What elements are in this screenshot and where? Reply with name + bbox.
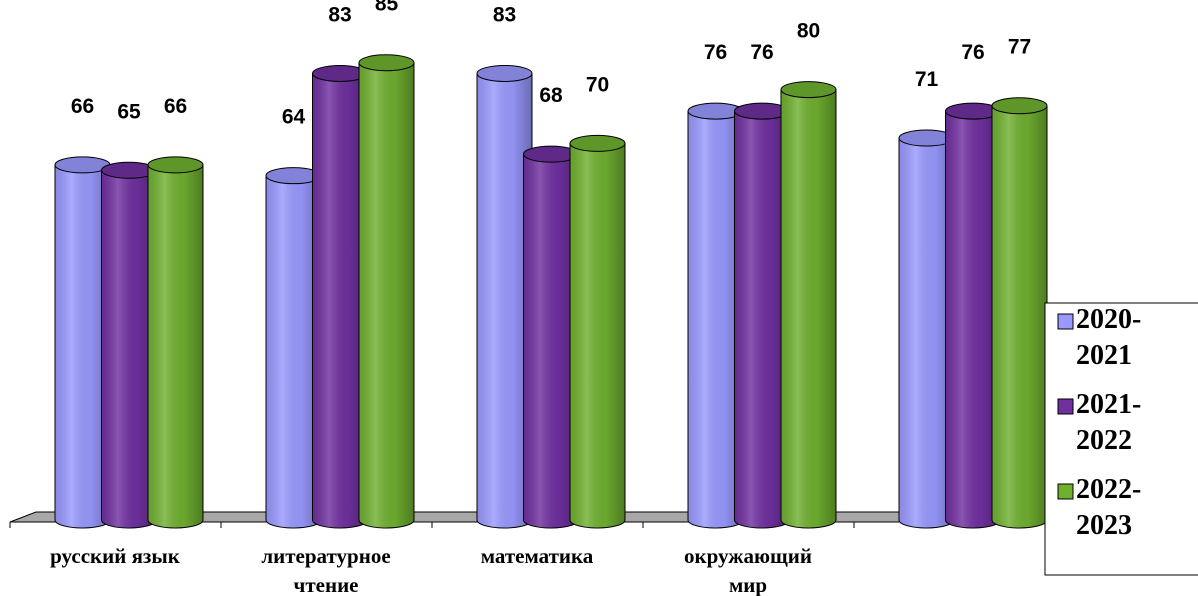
data-label: 66 (71, 95, 94, 118)
legend-label: 2020- (1076, 304, 1141, 335)
category-label: математика (481, 544, 594, 568)
data-label: 83 (328, 3, 351, 26)
data-label: 71 (915, 68, 939, 91)
data-label: 66 (164, 95, 187, 118)
bar-top (780, 81, 837, 99)
bar-top (147, 156, 204, 174)
bar (476, 64, 533, 529)
legend: 2020- 2021 2021- 2022 2022- 2023 (1044, 302, 1198, 576)
bar (147, 156, 204, 529)
data-label: 85 (375, 0, 399, 16)
bar (945, 102, 1001, 529)
bar (101, 161, 157, 529)
legend-label: 2022 (1076, 425, 1132, 456)
data-label: 77 (1008, 36, 1031, 59)
bar (265, 167, 322, 529)
bar (780, 81, 837, 529)
legend-box (1044, 302, 1198, 576)
data-label: 76 (704, 41, 727, 64)
data-label: 83 (493, 3, 516, 26)
legend-label: 2022- (1076, 474, 1141, 505)
category-label: мир (729, 573, 767, 596)
category-label: окружающий (684, 544, 812, 568)
data-label: 68 (539, 84, 563, 107)
data-label: 76 (961, 41, 984, 64)
bar-top (358, 54, 415, 72)
category-label: чтение (294, 573, 359, 596)
bar (358, 54, 415, 529)
bar (898, 129, 955, 529)
bar-top (569, 134, 626, 152)
data-label: 80 (797, 20, 820, 43)
category-label: литературное (261, 544, 390, 568)
bar (734, 102, 790, 529)
legend-swatch (1057, 398, 1074, 415)
bar (687, 102, 744, 529)
bar (523, 145, 579, 529)
legend-label: 2021- (1076, 389, 1141, 420)
legend-label: 2023 (1076, 510, 1132, 541)
bar-top (476, 64, 533, 82)
bar-top (991, 97, 1048, 115)
data-label: 65 (117, 100, 141, 123)
legend-label: 2021 (1076, 340, 1132, 371)
data-label: 64 (282, 106, 306, 129)
bar (569, 134, 626, 529)
data-label: 76 (750, 41, 773, 64)
category-label: русский язык (50, 544, 181, 568)
legend-swatch (1057, 313, 1074, 330)
bar (991, 97, 1048, 529)
data-label: 70 (586, 73, 609, 96)
bar (312, 64, 368, 529)
legend-swatch (1057, 483, 1074, 500)
